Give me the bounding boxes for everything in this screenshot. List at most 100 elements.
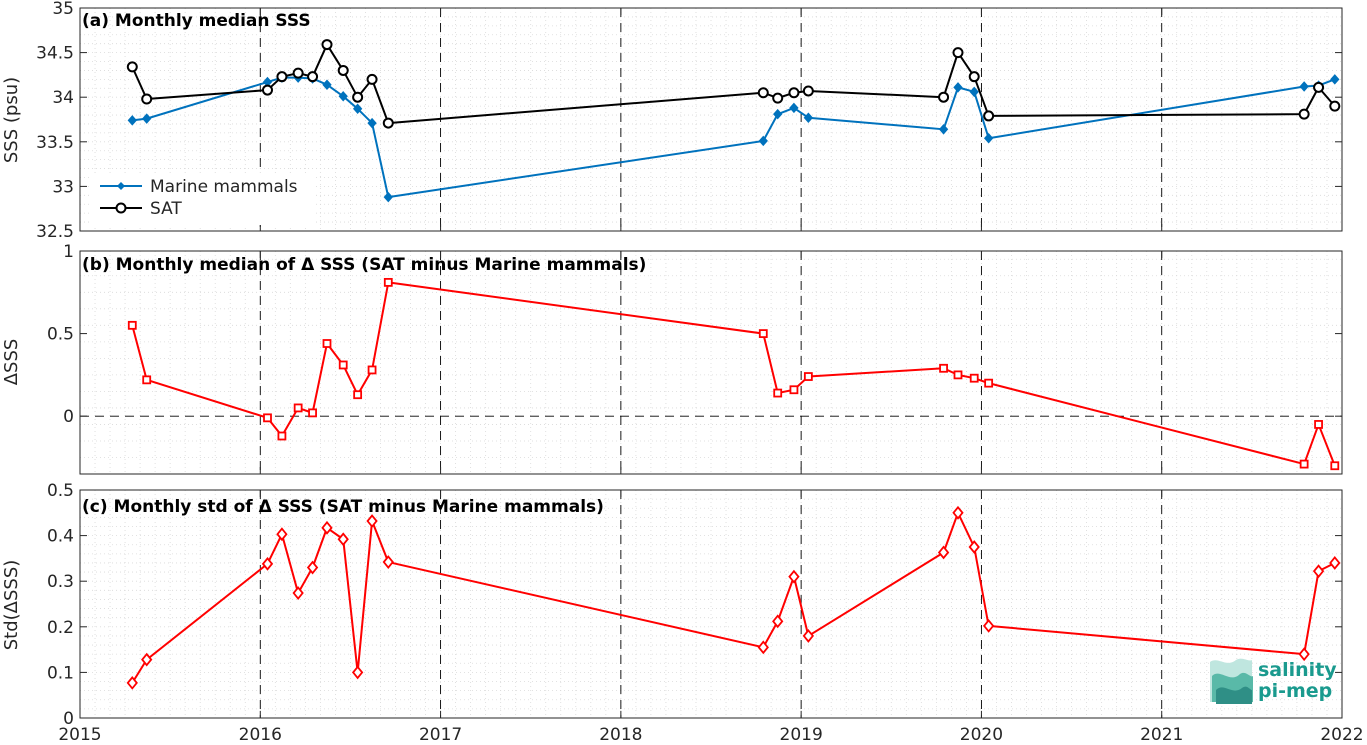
data-point-a-0-14	[803, 112, 814, 123]
panel-c-title: (c) Monthly std of Δ SSS (SAT minus Mari…	[82, 497, 604, 517]
x-tick-label: 2018	[599, 725, 642, 745]
data-point-b-0-1	[142, 375, 152, 385]
data-point-c-0-20	[1312, 564, 1325, 579]
axes-box-a	[79, 7, 1343, 232]
panel-c: 0 0.1 0.2 0.3 0.4 0.5 2015 2016 2017 2018 2019 2020…	[47, 481, 1364, 745]
logo-text-salinity: salinity	[1258, 659, 1337, 681]
data-point-a-0-19	[1299, 81, 1309, 92]
data-point-a-0-21	[1330, 74, 1340, 85]
y-tick-label: 0.5	[47, 325, 74, 345]
data-point-c-0-8	[351, 665, 364, 680]
series-line-a-1	[131, 43, 1336, 125]
data-point-b-0-12	[773, 388, 783, 398]
x-tick-label: 2019	[780, 725, 823, 745]
data-point-b-0-4	[293, 403, 303, 413]
data-point-a-1-5	[307, 71, 319, 83]
data-point-a-1-0	[126, 61, 138, 73]
data-point-c-0-4	[292, 586, 304, 600]
data-point-c-0-9	[366, 514, 378, 528]
data-point-b-0-10	[383, 277, 393, 287]
data-point-c-0-11	[757, 640, 769, 655]
data-point-c-0-6	[321, 520, 333, 535]
x-tick-label: 2022	[1320, 725, 1363, 745]
data-point-b-0-13	[789, 385, 799, 395]
y-tick-label: 0.5	[47, 481, 74, 501]
data-point-c-0-13	[788, 569, 800, 584]
data-point-a-0-8	[352, 103, 363, 115]
data-point-c-0-2	[261, 556, 274, 571]
data-point-a-1-15	[938, 91, 950, 103]
data-point-a-1-17	[968, 71, 980, 83]
data-point-a-1-7	[337, 64, 349, 76]
data-point-b-0-6	[322, 339, 332, 348]
data-point-b-0-14	[803, 372, 813, 381]
x-tick-label: 2016	[239, 725, 282, 745]
data-point-b-0-20	[1314, 420, 1323, 429]
data-point-a-1-6	[321, 39, 333, 51]
data-point-c-0-15	[937, 545, 950, 560]
logo-wave-icon-3	[1216, 686, 1252, 704]
data-point-a-0-13	[789, 102, 799, 114]
data-point-a-1-11	[757, 87, 769, 99]
data-point-a-0-6	[322, 79, 332, 90]
data-point-c-0-0	[126, 675, 138, 690]
panel-b: 00.51	[47, 242, 1343, 475]
data-point-a-0-18	[983, 132, 994, 144]
y-tick-label: 0.3	[47, 572, 74, 592]
plot-area-c	[80, 490, 1342, 718]
legend-marker-marine-mammals	[117, 182, 125, 190]
logo-text-pi-mep: pi-mep	[1258, 680, 1332, 702]
data-point-a-1-3	[276, 71, 288, 83]
y-tick-label: 35	[52, 0, 74, 19]
data-point-b-0-2	[263, 413, 272, 423]
data-point-b-0-16	[953, 370, 963, 380]
data-point-a-0-1	[142, 113, 152, 124]
plot-area-b	[80, 251, 1342, 474]
axes-box-c	[79, 489, 1343, 719]
data-point-a-0-9	[367, 117, 377, 129]
data-point-c-0-3	[276, 527, 288, 542]
y-tick-label: 33	[52, 177, 74, 197]
y-tick-label: 0.1	[47, 663, 74, 683]
salinity-pi-mep-logo: salinity pi-mep	[1210, 658, 1337, 704]
data-point-c-0-21	[1329, 556, 1341, 570]
x-tick-label: 2020	[960, 725, 1003, 745]
data-point-a-0-7	[338, 91, 348, 102]
data-point-b-0-7	[338, 360, 348, 370]
y-tick-label: 1	[63, 242, 74, 262]
data-point-a-0-0	[127, 115, 137, 126]
data-point-b-0-17	[969, 373, 979, 383]
series-line-a-0	[132, 76, 1336, 199]
y-tick-label: 33.5	[36, 133, 74, 153]
data-point-a-0-12	[773, 108, 783, 120]
panel-c-ylabel: Std(ΔSSS)	[1, 560, 22, 651]
series-line-c-0	[131, 511, 1336, 684]
y-tick-label: 34	[52, 88, 74, 108]
data-point-a-1-19	[1298, 108, 1310, 120]
data-point-a-1-21	[1329, 100, 1341, 112]
data-point-c-0-18	[982, 618, 995, 633]
panel-a-ylabel: SSS (psu)	[1, 77, 22, 163]
legend-label-marine-mammals: Marine mammals	[150, 177, 298, 197]
data-point-b-0-15	[939, 363, 948, 373]
data-point-b-0-9	[367, 365, 377, 375]
legend-box	[92, 173, 314, 225]
data-point-a-1-9	[366, 73, 378, 85]
data-point-b-0-11	[758, 329, 768, 338]
data-point-a-1-12	[772, 92, 784, 104]
legend: Marine mammals SAT	[92, 173, 314, 225]
data-point-a-1-4	[292, 67, 304, 79]
data-point-a-1-10	[382, 117, 394, 129]
data-point-a-0-11	[758, 135, 768, 147]
legend-label-sat: SAT	[150, 199, 182, 219]
legend-marker-sat	[115, 202, 127, 214]
data-point-a-1-8	[352, 91, 364, 103]
panel-b-ylabel: ΔSSS	[1, 339, 22, 386]
y-tick-label: 0.4	[47, 527, 74, 547]
data-point-a-0-16	[953, 82, 963, 93]
data-point-b-0-8	[353, 390, 363, 400]
data-point-b-0-19	[1299, 459, 1309, 469]
data-point-a-1-2	[261, 84, 273, 96]
x-tick-label: 2021	[1140, 725, 1183, 745]
data-point-b-0-3	[277, 431, 287, 441]
